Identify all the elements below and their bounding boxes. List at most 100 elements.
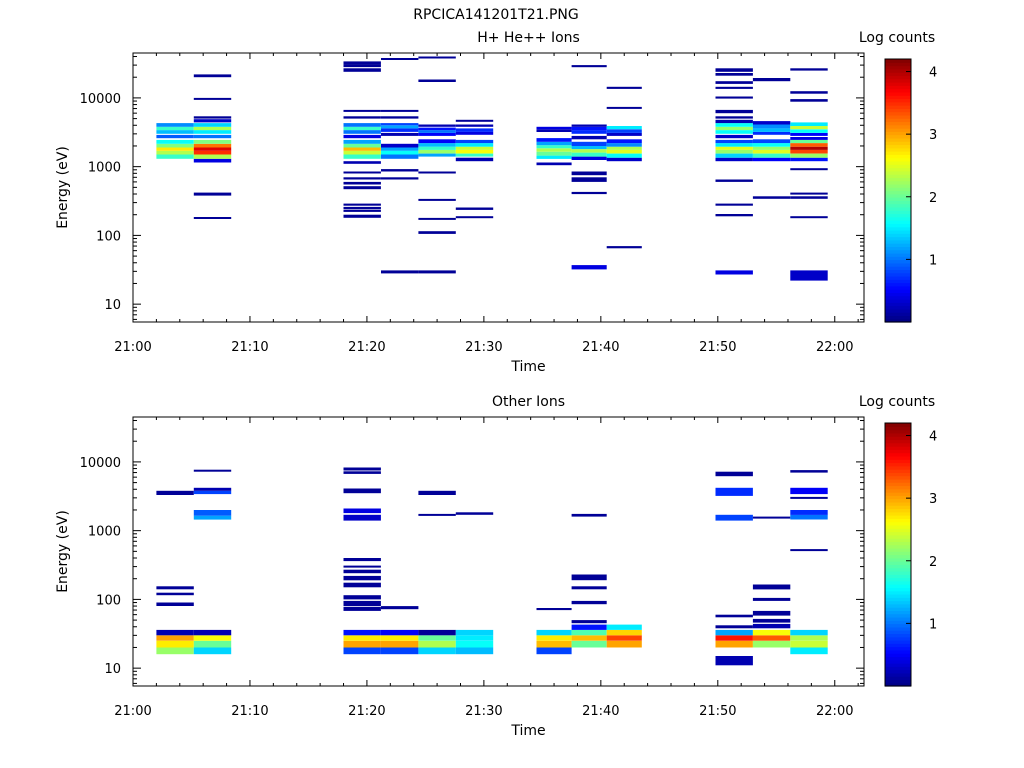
colorbar-segment: [885, 62, 911, 67]
colorbar-segment: [885, 423, 911, 427]
heatmap-cell: [752, 629, 791, 636]
heatmap-cell: [790, 514, 828, 520]
heatmap-cell: [418, 127, 456, 131]
heatmap-cell: [715, 635, 753, 641]
panel-title: Other Ions: [492, 394, 565, 410]
heatmap-cell: [193, 158, 232, 163]
heatmap-cell: [343, 109, 381, 112]
heatmap-cell: [606, 246, 642, 249]
y-tick-label: 1000: [88, 161, 121, 176]
colorbar-segment: [885, 190, 911, 195]
heatmap-cell: [156, 490, 194, 495]
heatmap-cell: [193, 139, 232, 144]
heatmap-cell: [790, 122, 828, 126]
heatmap-cell: [571, 126, 607, 131]
heatmap-cell: [536, 148, 572, 152]
colorbar-segment: [885, 302, 911, 307]
heatmap-cell: [536, 608, 572, 611]
colorbar-segment: [885, 472, 911, 477]
colorbar-segment: [885, 137, 911, 142]
heatmap-cell: [418, 513, 456, 516]
heatmap-cell: [790, 143, 828, 147]
colorbar-segment: [885, 174, 911, 178]
colorbar-segment: [885, 538, 911, 542]
colorbar-segment: [885, 223, 911, 228]
heatmap-cell: [455, 131, 494, 135]
x-tick-label: 21:20: [348, 340, 385, 355]
colorbar-tick-label: 3: [929, 492, 937, 507]
heatmap-cell: [606, 132, 642, 136]
heatmap-cell: [571, 265, 607, 270]
colorbar-segment: [885, 679, 911, 684]
colorbar-segment: [885, 495, 911, 500]
colorbar-segment: [885, 633, 911, 638]
heatmap-cell: [156, 635, 194, 641]
colorbar-segment: [885, 485, 911, 490]
colorbar-segment: [885, 541, 911, 546]
colorbar-segment: [885, 131, 911, 136]
colorbar-segment: [885, 206, 911, 211]
heatmap-cell: [381, 154, 419, 159]
heatmap-cell: [343, 471, 381, 474]
colorbar-segment: [885, 646, 911, 651]
heatmap-cell: [571, 600, 607, 605]
heatmap-cell: [606, 143, 642, 147]
heatmap-cell: [790, 470, 828, 473]
heatmap-cell: [790, 149, 828, 154]
heatmap-cell: [752, 584, 791, 590]
heatmap-cell: [343, 582, 381, 588]
colorbar-segment: [885, 455, 911, 460]
heatmap-cell: [343, 467, 381, 471]
heatmap-cell: [606, 624, 642, 630]
heatmap-cell: [381, 177, 419, 180]
heatmap-cell: [790, 640, 828, 648]
y-axis-label: Energy (eV): [55, 146, 71, 229]
heatmap-cell: [536, 145, 572, 149]
heatmap-cell: [193, 74, 232, 78]
colorbar-segment: [885, 643, 911, 648]
heatmap-cell: [715, 640, 753, 648]
colorbar-segment: [885, 672, 911, 677]
colorbar-segment: [885, 315, 911, 320]
heatmap-cell: [193, 134, 232, 139]
heatmap-cell: [715, 143, 753, 147]
heatmap-cell: [343, 575, 381, 581]
x-axis-label: Time: [510, 723, 545, 739]
heatmap-cell: [715, 126, 753, 131]
colorbar: 1 2 3 4 Log counts: [859, 30, 937, 323]
heatmap-cell: [790, 635, 828, 641]
colorbar-segment: [885, 649, 911, 654]
heatmap-cell: [571, 135, 607, 140]
colorbar-segment: [885, 239, 911, 244]
colorbar-segment: [885, 564, 911, 569]
colorbar-segment: [885, 452, 911, 457]
colorbar-segment: [885, 426, 911, 431]
colorbar-segment: [885, 521, 911, 526]
colorbar-segment: [885, 482, 911, 487]
heatmap-cell: [752, 610, 791, 616]
heatmap-cell: [571, 146, 607, 150]
heatmap-cell: [790, 146, 828, 150]
heatmap-cell: [343, 647, 381, 655]
colorbar-segment: [885, 659, 911, 664]
colorbar-segment: [885, 203, 911, 208]
colorbar-segment: [885, 233, 911, 238]
heatmap-cell: [715, 130, 753, 134]
colorbar-segment: [885, 134, 911, 139]
heatmap-cell: [715, 214, 753, 217]
heatmap-cell: [715, 153, 753, 158]
colorbar-segment: [885, 498, 911, 503]
heatmap-cell: [790, 129, 828, 133]
heatmap-cell: [193, 143, 232, 148]
heatmap-cell: [381, 629, 419, 636]
colorbar-segment: [885, 469, 911, 473]
colorbar-tick-label: 1: [929, 253, 937, 268]
colorbar-segment: [885, 252, 911, 257]
heatmap-cell: [715, 514, 753, 521]
colorbar-tick-label: 2: [929, 191, 937, 206]
colorbar-segment: [885, 114, 911, 119]
heatmap-cell: [790, 216, 828, 219]
colorbar-segment: [885, 295, 911, 300]
panel-other-ions: 21:00 21:10 21:20 21:30 21:40 21:50 22:00 10 100…: [55, 394, 937, 739]
heatmap-cell: [790, 487, 828, 495]
